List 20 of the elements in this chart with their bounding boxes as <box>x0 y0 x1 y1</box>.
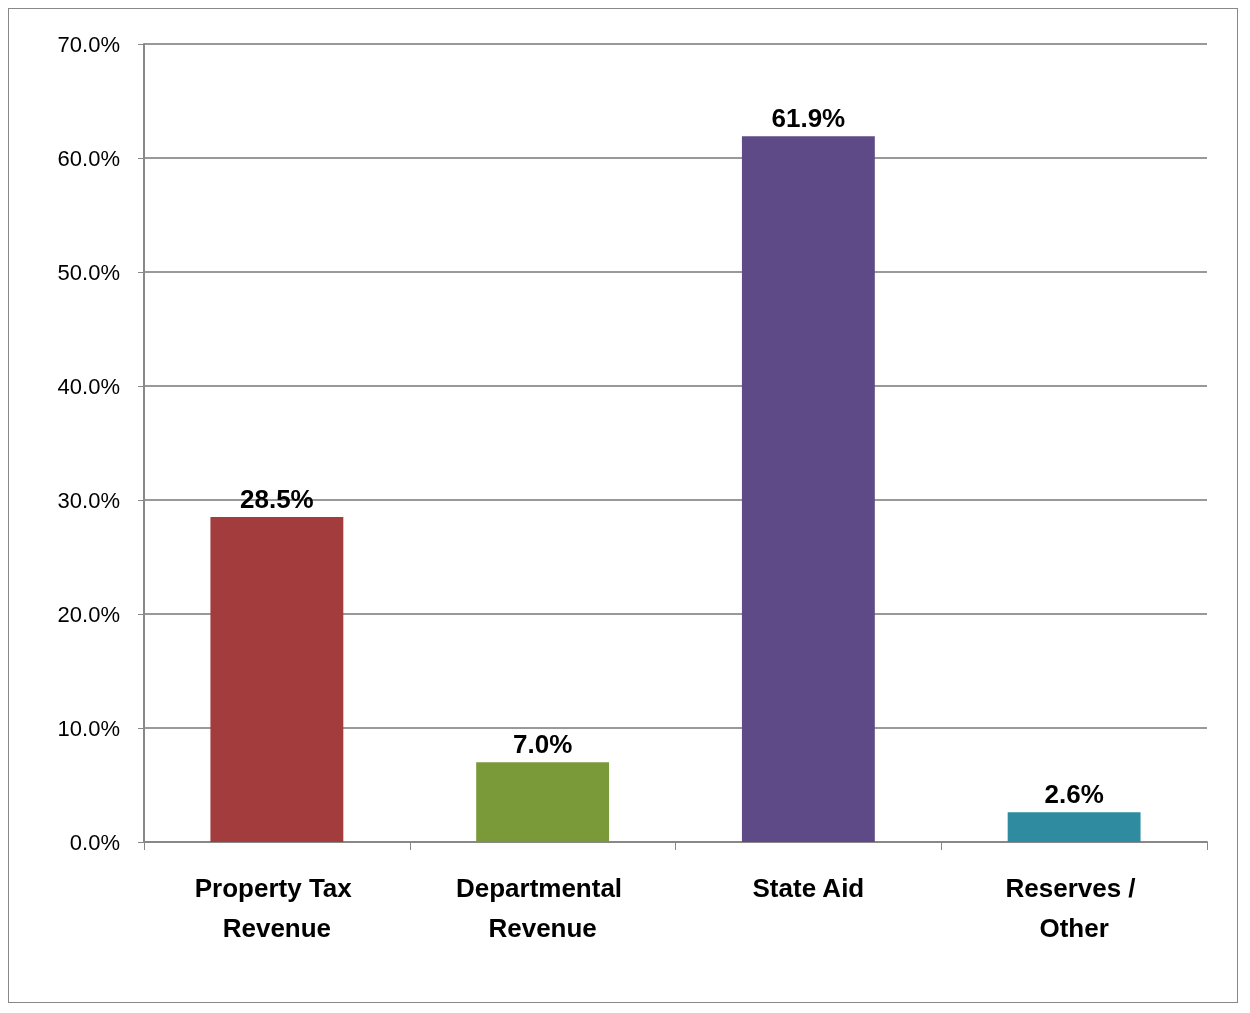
x-tick-label: Departmental Revenue <box>455 873 630 943</box>
y-tick-label: 30.0% <box>57 487 120 513</box>
y-tick-label: 20.0% <box>57 601 120 627</box>
x-tick-label: State Aid <box>752 873 865 903</box>
y-tick-label: 50.0% <box>57 259 120 285</box>
x-tick-label: Property Tax Revenue <box>194 873 359 943</box>
data-label: 2.6% <box>1044 779 1104 810</box>
x-tick-label: Reserves / Other <box>1005 873 1143 943</box>
data-label: 7.0% <box>512 729 573 760</box>
y-tick-label: 0.0% <box>69 829 120 855</box>
bar <box>741 136 875 842</box>
bar <box>210 517 344 842</box>
y-tick-label: 10.0% <box>57 715 120 741</box>
y-tick-label: 60.0% <box>57 145 120 171</box>
data-label: 61.9% <box>771 103 846 134</box>
data-label: 28.5% <box>240 484 314 515</box>
bar <box>476 762 610 842</box>
y-tick-label: 70.0% <box>57 31 120 57</box>
y-tick-label: 40.0% <box>57 373 120 399</box>
bar <box>1007 812 1141 842</box>
